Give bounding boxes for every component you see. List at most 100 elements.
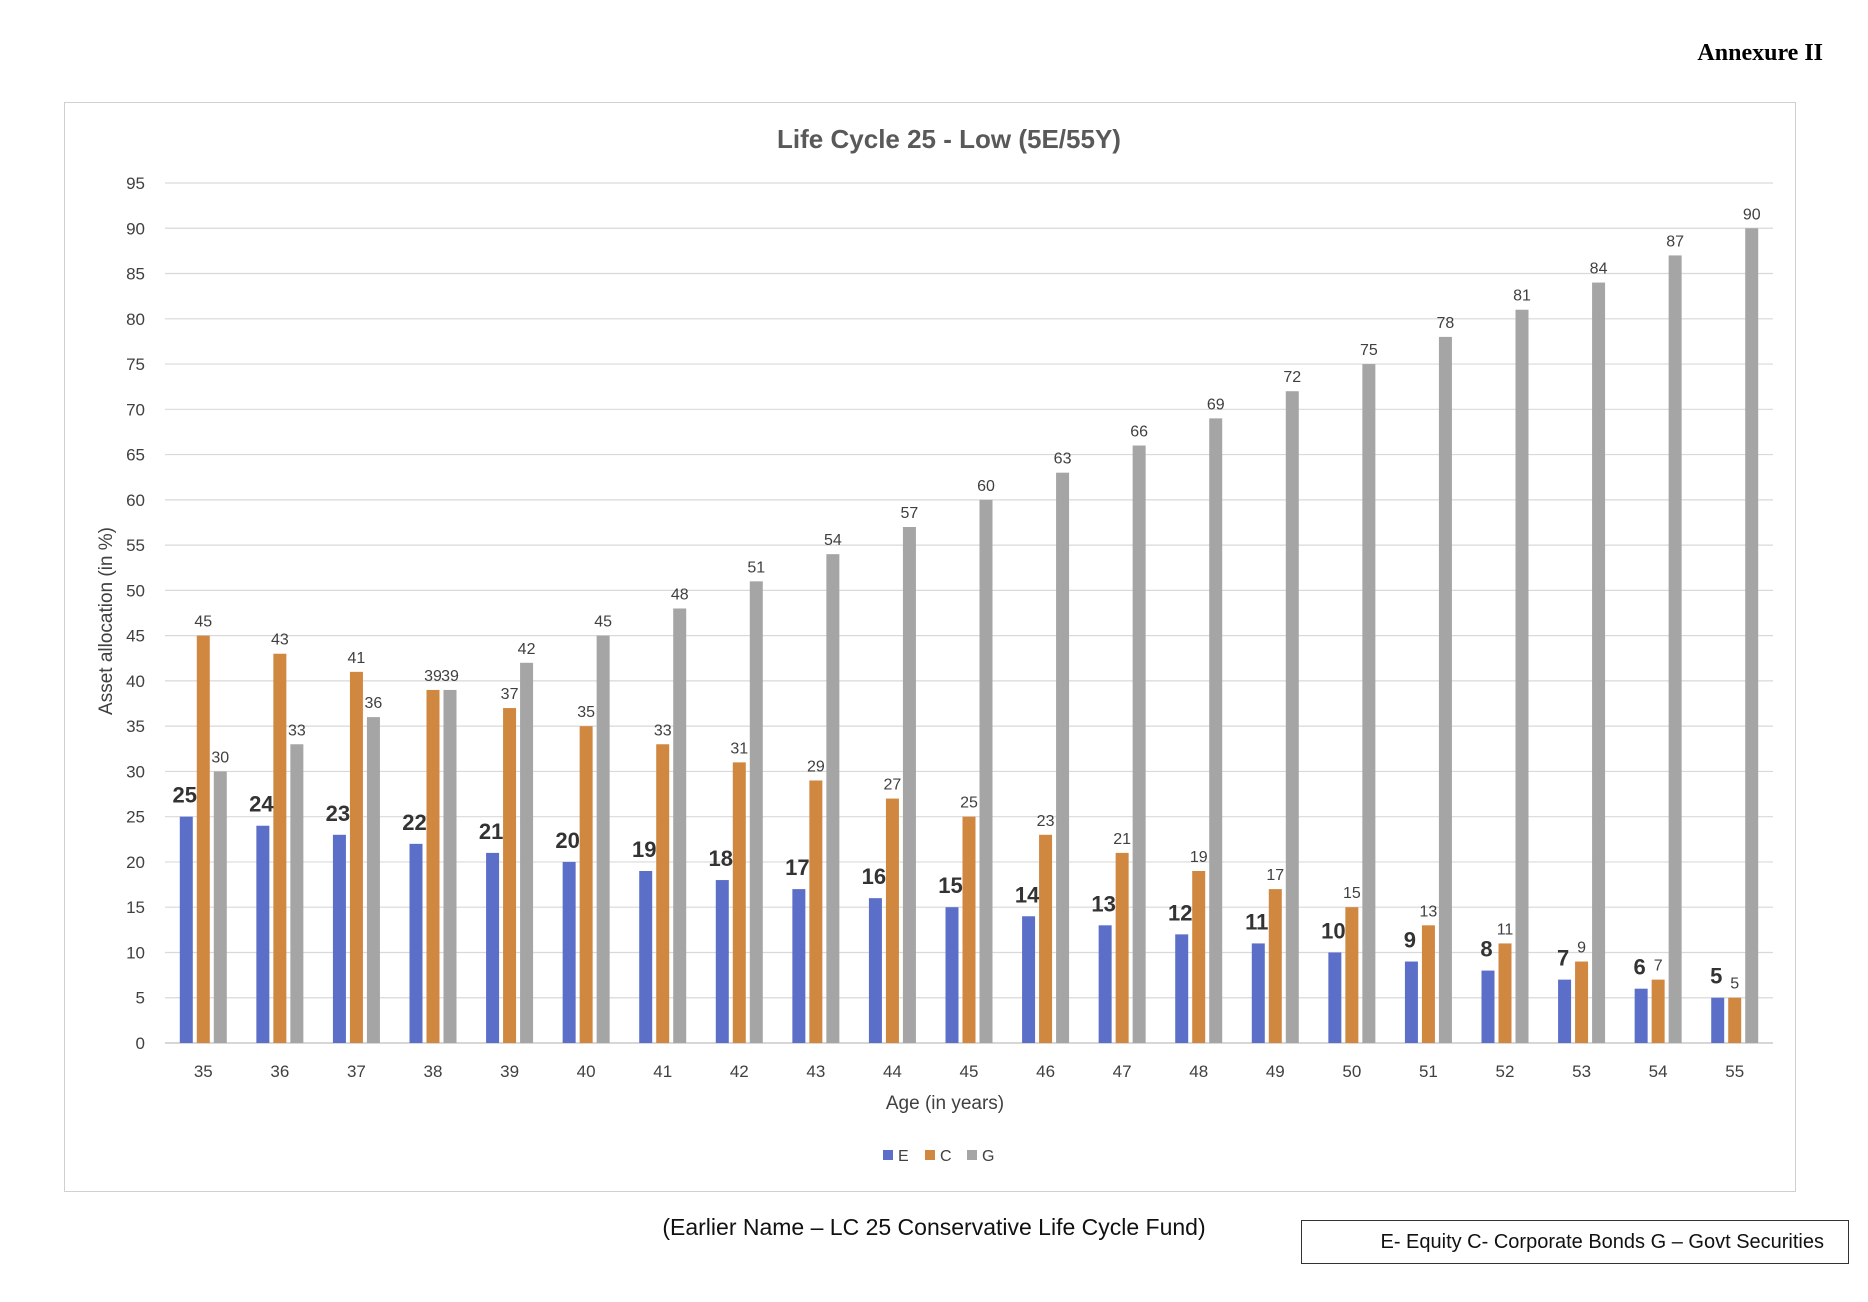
- bar-G-38: [443, 689, 457, 1043]
- x-tick-label: 38: [424, 1062, 443, 1081]
- data-label-C: 31: [730, 740, 748, 757]
- bar-E-35: [179, 816, 193, 1043]
- bar-G-36: [290, 744, 304, 1043]
- asset-class-key-box: E- Equity C- Corporate Bonds G – Govt Se…: [1301, 1220, 1849, 1264]
- x-tick-label: 53: [1572, 1062, 1591, 1081]
- bar-G-50: [1362, 364, 1376, 1044]
- bar-G-40: [596, 635, 610, 1043]
- data-label-G: 36: [365, 695, 383, 712]
- bar-E-37: [332, 834, 346, 1043]
- bar-C-40: [579, 726, 593, 1043]
- x-tick-label: 42: [730, 1062, 749, 1081]
- y-tick-label: 20: [126, 853, 145, 872]
- data-label-G: 57: [901, 505, 919, 522]
- x-tick-label: 49: [1266, 1062, 1285, 1081]
- x-tick-label: 50: [1342, 1062, 1361, 1081]
- bar-G-51: [1438, 336, 1452, 1043]
- bar-E-54: [1634, 988, 1648, 1043]
- data-label-G: 69: [1207, 396, 1225, 413]
- bar-E-39: [486, 852, 500, 1043]
- x-tick-label: 43: [806, 1062, 825, 1081]
- x-axis-label: Age (in years): [886, 1093, 1004, 1114]
- y-tick-label: 90: [126, 219, 145, 238]
- data-label-E: 11: [1245, 909, 1268, 934]
- data-label-E: 15: [938, 873, 962, 898]
- legend-swatch-C: [925, 1150, 935, 1160]
- y-tick-label: 10: [126, 943, 145, 962]
- data-label-E: 21: [479, 819, 503, 844]
- bar-G-37: [366, 717, 380, 1043]
- x-tick-label: 36: [270, 1062, 289, 1081]
- bar-C-53: [1575, 961, 1589, 1043]
- data-label-C: 35: [577, 704, 595, 721]
- data-label-E: 24: [249, 792, 274, 817]
- bar-E-46: [1022, 916, 1036, 1043]
- data-label-G: 75: [1360, 342, 1378, 359]
- data-label-C: 7: [1654, 958, 1663, 975]
- data-label-E: 8: [1480, 937, 1492, 962]
- data-label-G: 81: [1513, 288, 1531, 305]
- y-tick-label: 65: [126, 446, 145, 465]
- bar-G-47: [1132, 445, 1146, 1043]
- x-tick-label: 55: [1725, 1062, 1744, 1081]
- data-label-G: 30: [211, 749, 229, 766]
- data-label-E: 7: [1557, 946, 1569, 971]
- data-label-G: 66: [1130, 424, 1148, 441]
- bar-G-39: [520, 662, 534, 1043]
- x-tick-label: 37: [347, 1062, 366, 1081]
- bar-C-55: [1728, 997, 1742, 1043]
- bar-C-44: [885, 798, 899, 1043]
- data-label-E: 20: [555, 828, 579, 853]
- data-label-E: 16: [862, 864, 886, 889]
- bar-G-54: [1668, 255, 1682, 1044]
- y-axis-label: Asset allocation (in %): [96, 527, 117, 715]
- data-label-C: 45: [194, 614, 212, 631]
- bar-G-52: [1515, 309, 1529, 1044]
- bar-E-45: [945, 907, 959, 1043]
- x-tick-label: 47: [1113, 1062, 1132, 1081]
- data-label-G: 51: [747, 559, 765, 576]
- data-label-G: 84: [1590, 261, 1608, 278]
- data-label-G: 60: [977, 478, 995, 495]
- bar-C-37: [349, 671, 363, 1043]
- bar-C-46: [1039, 834, 1053, 1043]
- y-tick-label: 50: [126, 581, 145, 600]
- x-tick-label: 51: [1419, 1062, 1438, 1081]
- x-tick-label: 41: [653, 1062, 672, 1081]
- y-tick-label: 5: [136, 989, 145, 1008]
- bar-G-49: [1285, 391, 1299, 1043]
- y-tick-label: 0: [136, 1034, 145, 1053]
- y-tick-label: 80: [126, 310, 145, 329]
- y-tick-label: 15: [126, 898, 145, 917]
- y-tick-label: 55: [126, 536, 145, 555]
- data-label-C: 19: [1190, 849, 1208, 866]
- data-label-C: 15: [1343, 885, 1361, 902]
- bar-E-36: [256, 825, 270, 1043]
- chart-frame: Life Cycle 25 - Low (5E/55Y) 0 5 10 15 20 25 30…: [64, 102, 1796, 1192]
- y-tick-label: 40: [126, 672, 145, 691]
- bar-G-53: [1592, 282, 1606, 1043]
- bar-C-36: [273, 653, 287, 1043]
- bar-C-45: [962, 816, 976, 1043]
- bar-E-47: [1098, 925, 1112, 1043]
- bar-C-47: [1115, 852, 1129, 1043]
- data-label-C: 25: [960, 795, 978, 812]
- bar-C-39: [503, 708, 517, 1043]
- legend-swatch-E: [883, 1150, 893, 1160]
- data-label-G: 45: [594, 614, 612, 631]
- data-label-C: 21: [1113, 831, 1131, 848]
- y-tick-label: 25: [126, 808, 145, 827]
- y-tick-label: 45: [126, 627, 145, 646]
- bar-G-41: [673, 608, 687, 1043]
- data-label-E: 19: [632, 837, 656, 862]
- data-label-G: 54: [824, 532, 842, 549]
- x-tick-label: 44: [883, 1062, 902, 1081]
- bar-C-43: [809, 780, 823, 1043]
- bar-E-42: [715, 880, 729, 1043]
- y-tick-label: 35: [126, 717, 145, 736]
- bar-E-49: [1251, 943, 1265, 1043]
- bar-C-54: [1651, 979, 1665, 1043]
- data-label-E: 5: [1710, 964, 1722, 989]
- data-label-G: 78: [1437, 315, 1455, 332]
- data-label-E: 22: [402, 810, 426, 835]
